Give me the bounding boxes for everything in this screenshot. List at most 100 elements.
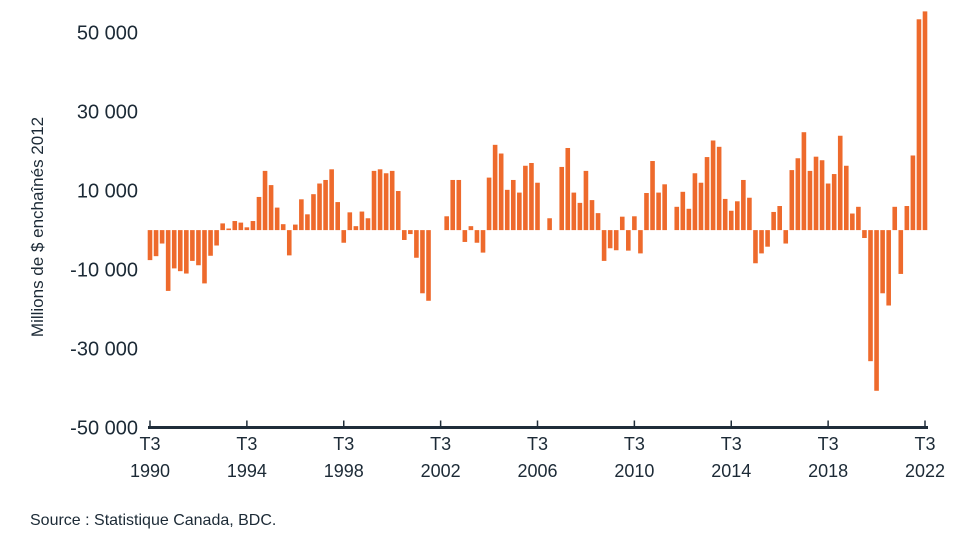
x-tick-quarter: T3: [430, 434, 451, 454]
bar-T1-1992: [184, 230, 189, 274]
bar-T1-2022: [910, 155, 916, 231]
bar-T1-1998: [329, 169, 334, 231]
bar-T1-1994: [232, 221, 238, 231]
x-tick-year: 2014: [711, 461, 751, 481]
x-tick-year: 2010: [614, 461, 654, 481]
bar-T2-1998: [335, 202, 340, 231]
y-tick-label: 10 000: [77, 181, 138, 203]
bar-T3-2022: [922, 11, 928, 231]
bar-T4-1990: [153, 230, 159, 257]
bar-T2-2019: [843, 165, 849, 231]
bar-T4-2010: [638, 230, 643, 254]
bar-T1-2021: [886, 230, 891, 306]
bar-T1-2003: [450, 179, 456, 231]
bar-T3-2000: [389, 170, 395, 231]
bar-T2-2006: [529, 162, 534, 231]
bar-T2-1991: [165, 230, 171, 291]
bar-T3-2014: [728, 210, 734, 231]
y-tick-label: -10 000: [70, 260, 138, 282]
bar-T1-2008: [571, 192, 577, 231]
bar-T1-2002: [426, 230, 431, 301]
bar-T1-1993: [208, 230, 213, 256]
bar-T1-2020: [862, 230, 867, 239]
bar-T1-2006: [523, 165, 528, 231]
bar-T1-2010: [619, 216, 625, 231]
bar-T2-2014: [722, 198, 728, 231]
bar-T1-2005: [498, 153, 504, 231]
x-tick-quarter: T3: [818, 434, 839, 454]
bar-T3-2021: [898, 230, 904, 274]
bar-T2-2020: [868, 230, 873, 362]
bar-T4-2021: [904, 206, 910, 231]
bar-T1-1991: [159, 230, 165, 244]
bar-T4-2017: [807, 170, 813, 231]
x-tick-quarter: T3: [721, 434, 742, 454]
bar-T2-2018: [819, 160, 825, 231]
bar-T3-2015: [753, 230, 758, 264]
bar-T3-1999: [365, 218, 371, 231]
bar-T2-1993: [214, 230, 219, 246]
bar-T4-2007: [565, 147, 571, 231]
bar-T2-1995: [262, 170, 268, 231]
bar-T1-2000: [377, 169, 383, 231]
bar-T1-2001: [402, 230, 407, 240]
bar-T2-2013: [698, 182, 704, 231]
bar-T2-2001: [408, 230, 413, 235]
bar-T3-1990: [147, 230, 153, 261]
bar-T4-2020: [880, 230, 885, 294]
x-tick-quarter: T3: [236, 434, 257, 454]
bar-T4-1999: [371, 170, 377, 231]
bar-T1-2009: [595, 213, 601, 231]
bar-T3-1998: [341, 230, 347, 243]
bar-T4-2005: [517, 192, 522, 231]
bar-T3-2001: [414, 230, 419, 258]
source-note: Source : Statistique Canada, BDC.: [30, 512, 276, 529]
bar-T4-2011: [662, 184, 667, 231]
x-tick-quarter: T3: [139, 434, 160, 454]
bar-T2-2017: [795, 158, 801, 231]
bar-T3-2016: [777, 206, 782, 231]
bar-T2-2022: [916, 19, 922, 231]
bar-T4-1997: [323, 179, 328, 231]
bar-T1-2019: [837, 135, 843, 231]
bar-T1-2015: [741, 179, 746, 231]
bar-T4-1992: [202, 230, 207, 284]
bar-T2-2012: [674, 206, 680, 231]
bar-T4-2002: [444, 216, 449, 231]
bar-T2-2005: [504, 189, 510, 231]
bar-T2-2010: [626, 230, 631, 251]
bar-T2-1999: [359, 211, 365, 231]
x-tick-year: 2018: [808, 461, 848, 481]
bar-T1-2013: [692, 173, 698, 231]
bar-T2-1992: [190, 230, 195, 261]
bar-T3-2018: [825, 183, 831, 231]
bar-T1-2017: [789, 170, 795, 231]
bar-T3-1996: [293, 224, 298, 231]
bar-T2-2011: [650, 161, 655, 231]
bar-T1-1996: [280, 224, 286, 231]
x-tick-year: 2022: [905, 461, 945, 481]
bar-T2-1994: [238, 222, 244, 231]
bar-T4-2003: [468, 226, 474, 231]
bar-T4-2019: [856, 206, 861, 231]
y-tick-label: -50 000: [70, 418, 138, 440]
bar-T3-2011: [656, 192, 661, 231]
bar-T4-1996: [299, 199, 304, 231]
x-axis: T3 1990 T3 1994 T3 1998 T3 2002 T3 2006 T3 2010 T3 20…: [130, 420, 945, 481]
bar-T3-2006: [535, 182, 540, 231]
x-tick-quarter: T3: [914, 434, 935, 454]
bar-T2-2004: [480, 230, 486, 253]
bar-T4-1998: [347, 212, 353, 231]
bar-T3-2003: [462, 230, 468, 242]
bar-T3-2008: [583, 170, 589, 231]
x-tick-year: 2002: [421, 461, 461, 481]
bar-T3-1997: [317, 183, 322, 231]
bar-T3-2004: [486, 177, 492, 231]
bar-T4-2014: [735, 201, 740, 231]
bar-T2-2009: [601, 230, 607, 261]
bar-T2-2015: [747, 197, 752, 231]
y-tick-label: -30 000: [70, 339, 138, 361]
bar-T3-2007: [559, 166, 565, 231]
x-tick-quarter: T3: [624, 434, 645, 454]
bar-T2-2003: [456, 179, 462, 231]
